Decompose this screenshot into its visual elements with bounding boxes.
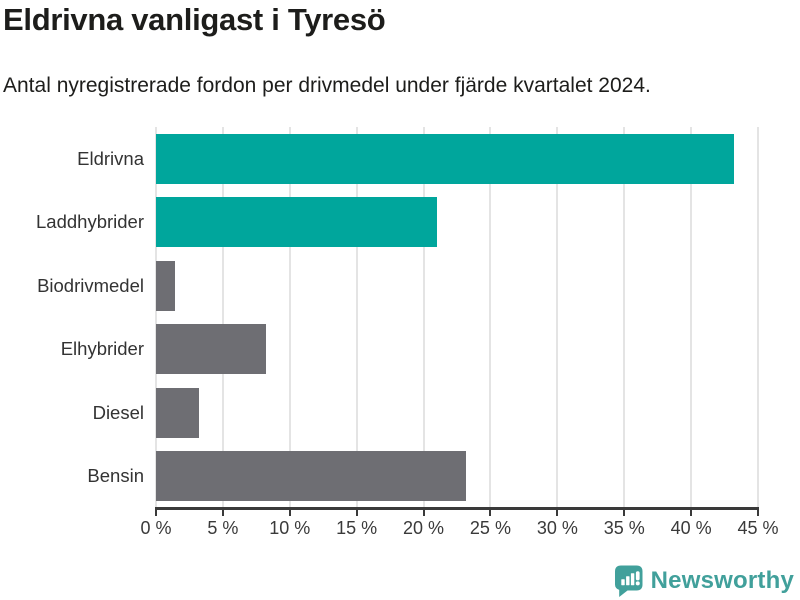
x-tick-label: 5 % <box>207 518 239 538</box>
category-label: Diesel <box>92 401 144 423</box>
chart-subtitle: Antal nyregistrerade fordon per drivmede… <box>3 74 651 97</box>
brand-name: Newsworthy <box>650 567 794 594</box>
x-tick-mark <box>489 509 492 516</box>
plot-area <box>155 127 759 508</box>
gridline <box>623 127 626 508</box>
x-tick-label: 0 % <box>140 518 172 538</box>
x-tick-label: 25 % <box>469 518 511 538</box>
x-tick-label: 15 % <box>336 518 378 538</box>
bar-bensin <box>156 451 467 502</box>
category-label: Biodrivmedel <box>37 274 144 296</box>
gridline <box>155 127 157 508</box>
category-label: Eldrivna <box>77 147 144 169</box>
gridline <box>288 127 291 508</box>
x-tick-label: 20 % <box>403 518 445 538</box>
bar-elhybrider <box>156 324 266 375</box>
x-tick-mark <box>556 509 559 516</box>
bar-row <box>156 451 758 502</box>
x-tick-label: 30 % <box>536 518 578 538</box>
bar-chart-speech-bubble-icon <box>614 565 643 597</box>
bar-laddhybrider <box>156 197 437 248</box>
bar-biodrivmedel <box>156 260 175 311</box>
bar-row <box>156 197 758 248</box>
bar-row <box>156 133 758 184</box>
bar-diesel <box>156 387 199 438</box>
bar-eldrivna <box>156 133 734 184</box>
gridline <box>221 127 224 508</box>
gridline <box>690 127 693 508</box>
category-label: Bensin <box>87 465 144 487</box>
gridline <box>757 127 759 508</box>
x-tick-mark <box>422 509 425 516</box>
gridline <box>489 127 492 508</box>
chart-title: Eldrivna vanligast i Tyresö <box>3 2 386 37</box>
gridline <box>422 127 425 508</box>
brand-footer: Newsworthy <box>613 564 794 598</box>
bar-row <box>156 387 758 438</box>
x-tick-mark <box>288 509 291 516</box>
x-tick-label: 10 % <box>269 518 311 538</box>
x-tick-label: 45 % <box>737 518 779 538</box>
x-axis-line <box>155 507 759 510</box>
x-tick-label: 40 % <box>670 518 712 538</box>
x-tick-mark <box>221 509 224 516</box>
gridline <box>355 127 358 508</box>
bar-row <box>156 260 758 311</box>
x-tick-mark <box>690 509 693 516</box>
category-label: Laddhybrider <box>36 211 144 233</box>
y-axis-labels: Eldrivna Laddhybrider Biodrivmedel Elhybrid… <box>0 127 144 508</box>
bar-row <box>156 324 758 375</box>
x-tick-mark <box>623 509 626 516</box>
x-tick-mark <box>355 509 358 516</box>
gridline <box>556 127 559 508</box>
x-tick-mark <box>155 509 157 516</box>
x-tick-label: 35 % <box>603 518 645 538</box>
category-label: Elhybrider <box>60 338 144 360</box>
x-tick-mark <box>757 509 759 516</box>
